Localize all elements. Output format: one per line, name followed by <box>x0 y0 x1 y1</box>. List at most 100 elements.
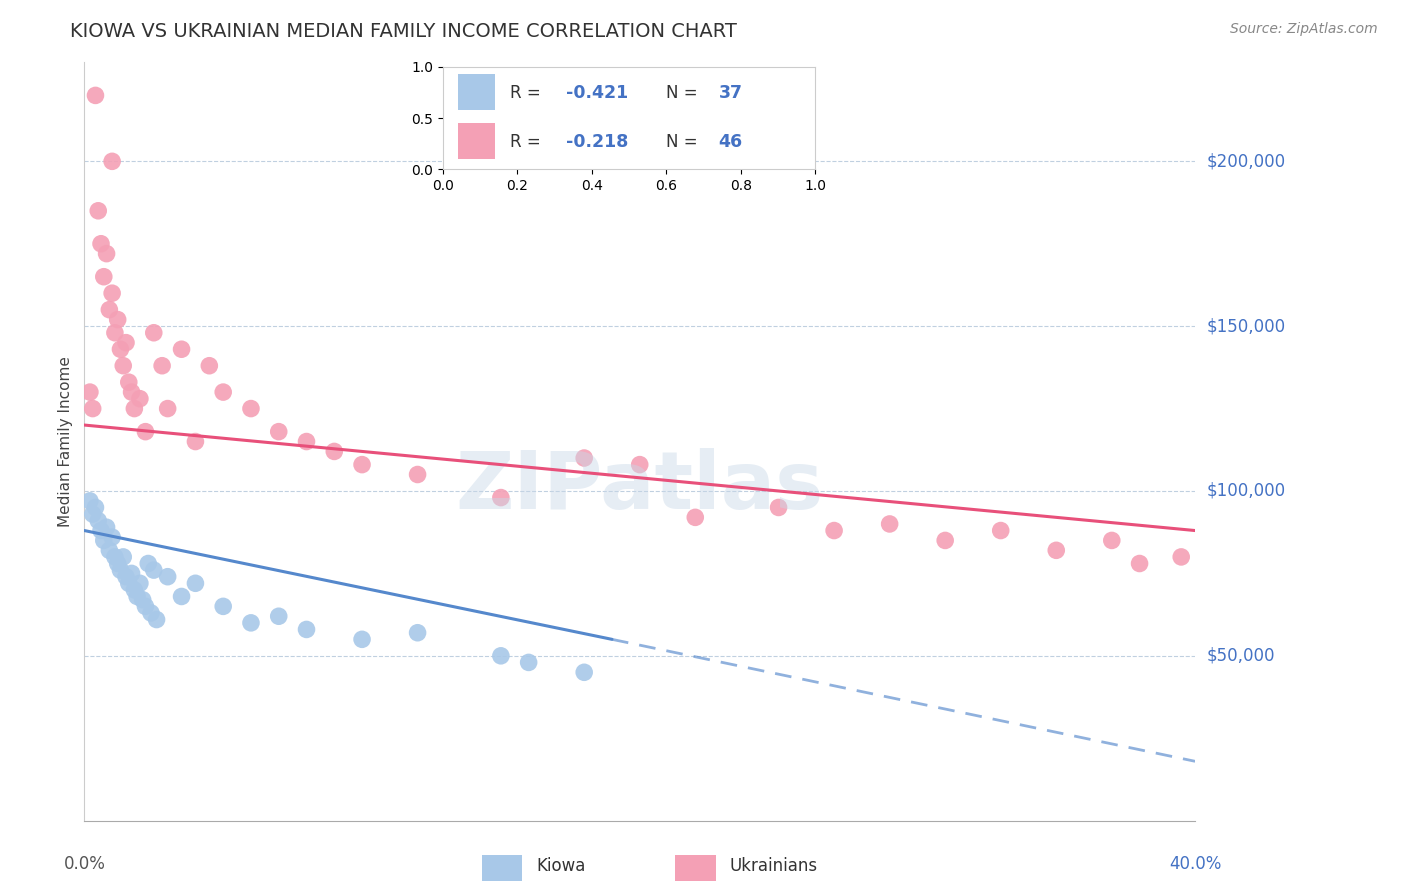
Point <box>124 401 146 416</box>
Point <box>628 458 651 472</box>
Point <box>79 385 101 400</box>
Point <box>768 500 790 515</box>
Point <box>156 570 179 584</box>
Point <box>124 582 146 597</box>
Text: 40.0%: 40.0% <box>1168 855 1222 873</box>
Point <box>84 500 107 515</box>
Point <box>212 599 235 614</box>
Point <box>489 648 512 663</box>
Text: N =: N = <box>666 133 703 151</box>
Point <box>84 88 107 103</box>
Point <box>98 302 121 317</box>
Point <box>115 570 138 584</box>
Text: R =: R = <box>510 84 546 102</box>
Point <box>112 549 135 564</box>
Point <box>879 516 901 531</box>
Text: -0.218: -0.218 <box>565 133 628 151</box>
Point <box>239 401 263 416</box>
Point <box>134 425 156 439</box>
Point <box>267 609 290 624</box>
Text: -0.421: -0.421 <box>565 84 628 102</box>
Point <box>87 514 110 528</box>
Point <box>574 665 596 680</box>
Point <box>1170 549 1192 564</box>
Point <box>1129 557 1152 571</box>
Point <box>82 507 104 521</box>
Point <box>1101 533 1123 548</box>
Point <box>406 467 429 482</box>
Point <box>90 524 112 538</box>
Point <box>295 434 318 449</box>
Point <box>134 599 156 614</box>
Point <box>110 563 132 577</box>
Point <box>90 236 112 251</box>
Point <box>104 326 127 340</box>
Text: 46: 46 <box>718 133 742 151</box>
Point <box>121 385 143 400</box>
Point <box>118 375 141 389</box>
Point <box>184 434 207 449</box>
Point <box>323 444 346 458</box>
Point <box>136 557 159 571</box>
Point <box>129 576 152 591</box>
Point <box>142 326 165 340</box>
FancyBboxPatch shape <box>482 855 523 881</box>
Text: 37: 37 <box>718 84 742 102</box>
Point <box>184 576 207 591</box>
Point <box>121 566 143 581</box>
Point <box>118 576 141 591</box>
Text: $100,000: $100,000 <box>1206 482 1285 500</box>
Text: Kiowa: Kiowa <box>536 857 585 875</box>
Point <box>574 450 596 465</box>
Point <box>239 615 263 630</box>
Point <box>295 623 318 637</box>
Point <box>93 269 115 284</box>
FancyBboxPatch shape <box>458 74 495 110</box>
Point <box>142 563 165 577</box>
Text: ZIPatlas: ZIPatlas <box>456 448 824 526</box>
Point <box>990 524 1012 538</box>
Point <box>170 590 193 604</box>
Point <box>139 606 162 620</box>
Point <box>87 203 110 218</box>
Text: Source: ZipAtlas.com: Source: ZipAtlas.com <box>1230 22 1378 37</box>
Point <box>352 458 374 472</box>
Point <box>93 533 115 548</box>
Text: 0.0%: 0.0% <box>63 855 105 873</box>
Point <box>406 625 429 640</box>
Point <box>98 543 121 558</box>
Text: $200,000: $200,000 <box>1206 153 1285 170</box>
Point <box>685 510 707 524</box>
Point <box>115 335 138 350</box>
Point <box>823 524 845 538</box>
Point <box>101 286 124 301</box>
Text: Ukrainians: Ukrainians <box>730 857 817 875</box>
Point <box>131 592 153 607</box>
Point <box>96 246 118 260</box>
Point <box>212 385 235 400</box>
Point <box>170 343 193 357</box>
FancyBboxPatch shape <box>458 123 495 159</box>
Point <box>107 557 129 571</box>
Point <box>104 549 127 564</box>
Point <box>517 656 540 670</box>
Text: N =: N = <box>666 84 703 102</box>
Point <box>107 312 129 326</box>
FancyBboxPatch shape <box>675 855 716 881</box>
Point <box>129 392 152 406</box>
Point <box>79 494 101 508</box>
Point <box>110 343 132 357</box>
Point <box>101 530 124 544</box>
Point <box>150 359 173 373</box>
Text: $50,000: $50,000 <box>1206 647 1275 665</box>
Point <box>267 425 290 439</box>
Point <box>1045 543 1067 558</box>
Point <box>96 520 118 534</box>
Point <box>127 590 149 604</box>
Point <box>352 632 374 647</box>
Point <box>198 359 221 373</box>
Point <box>934 533 956 548</box>
Point <box>145 613 167 627</box>
Point <box>156 401 179 416</box>
Point <box>489 491 512 505</box>
